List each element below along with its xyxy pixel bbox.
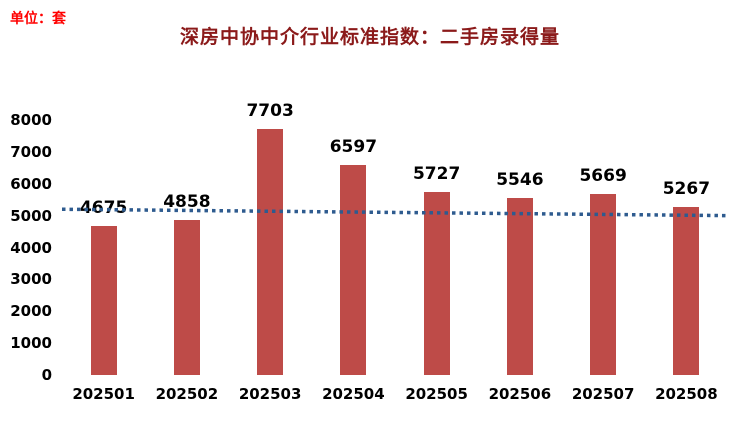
bar-value-label: 7703 [246, 101, 294, 122]
y-tick-label: 2000 [10, 302, 52, 321]
bar-slot: 4675 [62, 120, 145, 375]
bar-value-label: 5546 [496, 170, 544, 191]
bar-value-label: 5727 [412, 164, 461, 185]
bar-value-label: 4858 [163, 192, 211, 213]
bar-slot: 5546 [478, 120, 561, 375]
y-tick-label: 0 [41, 366, 52, 384]
bar-value-label: 5669 [579, 166, 627, 187]
bar [257, 129, 284, 375]
bar [590, 194, 617, 375]
bar [340, 164, 367, 375]
y-tick-label: 8000 [10, 111, 52, 129]
y-tick-label: 4000 [10, 238, 52, 257]
trend-line-path [61, 207, 729, 218]
bar-value-label: 5267 [662, 179, 711, 200]
bar-slot: 7703 [229, 101, 312, 375]
bar [173, 220, 200, 375]
y-tick-label: 6000 [10, 174, 52, 193]
unit-label: 单位：套 [10, 11, 66, 27]
x-tick-label: 202501 [72, 385, 135, 403]
bar-slot: 5267 [645, 120, 728, 375]
bar [90, 225, 117, 375]
bar [673, 207, 700, 375]
x-tick-label: 202503 [238, 385, 302, 403]
y-tick-label: 5000 [10, 206, 52, 225]
bars-container: 4675 4858 7703 6597 5727 5546 5669 5267 [62, 101, 728, 375]
x-tick-label: 202506 [488, 385, 552, 403]
bar [423, 192, 450, 375]
bar-slot: 4858 [145, 120, 228, 375]
trend-line [61, 207, 729, 218]
bar [506, 198, 533, 375]
chart-title: 深房中协中介行业标准指数：二手房录得量 [179, 26, 560, 48]
bar-value-label: 6597 [329, 136, 378, 157]
bar-slot: 5669 [562, 120, 645, 375]
y-tick-label: 3000 [10, 270, 52, 289]
y-axis: 0 1000 2000 3000 4000 5000 6000 7000 8000 [0, 111, 56, 384]
x-axis: 202501 202502 202503 202504 202505 202506 2025… [62, 385, 728, 403]
x-tick-label: 202507 [571, 385, 635, 403]
bar-slot: 5727 [395, 120, 478, 375]
plot-area: 4675 4858 7703 6597 5727 5546 5669 5267 [61, 101, 729, 375]
x-tick-label: 202504 [322, 385, 385, 403]
bar-value-label: 4675 [79, 197, 128, 218]
y-tick-label: 1000 [10, 334, 52, 353]
x-tick-label: 202508 [655, 385, 718, 403]
x-tick-label: 202505 [405, 385, 468, 403]
y-tick-label: 7000 [10, 142, 52, 161]
bar-slot: 6597 [312, 120, 395, 375]
x-tick-label: 202502 [155, 385, 219, 403]
